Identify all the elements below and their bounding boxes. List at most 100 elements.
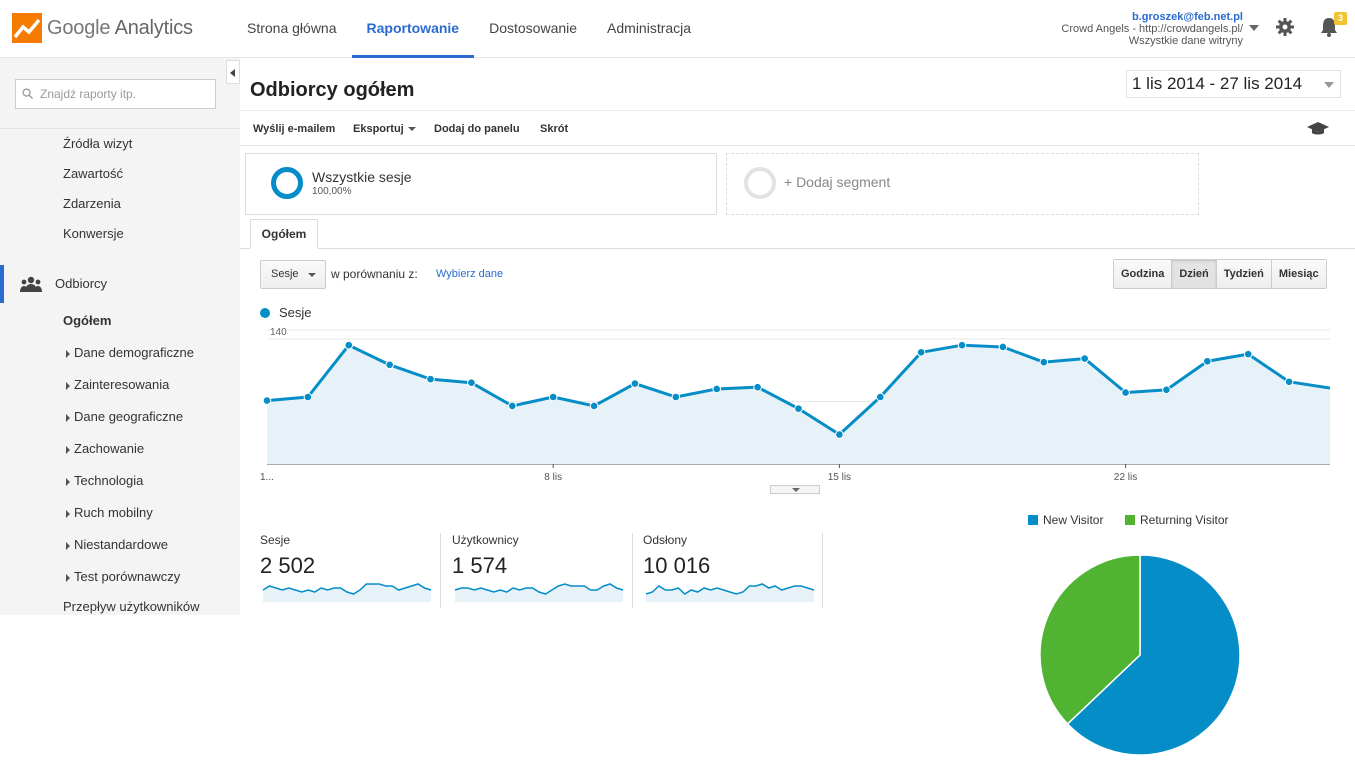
- scorecard-pageviews[interactable]: Odsłony 10 016: [643, 533, 823, 608]
- sidebar-item-demographics[interactable]: Dane demograficzne: [66, 345, 194, 360]
- report-search-input[interactable]: Znajdź raporty itp.: [15, 79, 216, 109]
- date-range-picker[interactable]: 1 lis 2014 - 27 lis 2014: [1126, 70, 1341, 98]
- pie-legend-label-new: New Visitor: [1043, 513, 1104, 527]
- account-property: Crowd Angels - http://crowdangels.pl/: [1061, 23, 1243, 35]
- add-to-dashboard-button[interactable]: Dodaj do panelu: [434, 123, 520, 135]
- visitor-type-pie-chart[interactable]: [1030, 545, 1250, 765]
- nav-reporting[interactable]: Raportowanie: [351, 0, 475, 58]
- sidebar-item-users-flow[interactable]: Przepływ użytkowników: [63, 599, 200, 614]
- scorecard-sessions-label: Sesje: [260, 533, 291, 547]
- sparkline-line: [454, 583, 624, 595]
- sparkline-area: [646, 584, 814, 602]
- pie-legend-returning: Returning Visitor: [1125, 513, 1229, 527]
- chevron-down-icon: [1324, 82, 1334, 88]
- sidebar-item-events[interactable]: Zdarzenia: [63, 196, 121, 211]
- data-point: [998, 342, 1008, 352]
- segment-ring-icon: [271, 167, 303, 199]
- data-point: [1080, 354, 1089, 363]
- account-email: b.groszek@feb.net.pl: [1132, 11, 1243, 23]
- sidebar-item-behavior[interactable]: Zachowanie: [66, 441, 144, 456]
- logo-analytics-text: Analytics: [114, 16, 193, 39]
- scorecard-users-label: Użytkownicy: [452, 533, 519, 547]
- chevron-down-icon: [308, 273, 316, 277]
- pie-legend-new: New Visitor: [1028, 513, 1103, 527]
- data-point: [303, 392, 313, 402]
- select-metric-link[interactable]: Wybierz dane: [436, 268, 504, 280]
- account-view: Wszystkie dane witryny: [1128, 35, 1243, 47]
- data-point: [630, 379, 640, 388]
- add-segment-button[interactable]: + Dodaj segment: [726, 153, 1199, 215]
- account-dropdown-arrow-icon[interactable]: [1249, 25, 1259, 31]
- notification-bell-icon[interactable]: [1319, 16, 1339, 38]
- data-point: [916, 348, 926, 357]
- sidebar-item-audience[interactable]: Odbiorcy: [0, 265, 240, 303]
- sidebar-item-content[interactable]: Zawartość: [63, 166, 123, 181]
- data-point: [548, 392, 558, 402]
- nav-admin[interactable]: Administracja: [607, 20, 692, 36]
- sidebar-item-mobile[interactable]: Ruch mobilny: [66, 505, 153, 520]
- metric-select[interactable]: Sesje: [260, 260, 326, 289]
- granularity-hour-button[interactable]: Godzina: [1114, 260, 1172, 288]
- data-point: [1162, 385, 1171, 395]
- sparkline-area: [455, 584, 623, 602]
- sidebar-item-acquisition[interactable]: Źródła wizyt: [63, 136, 133, 151]
- data-point: [1284, 377, 1294, 387]
- scorecard-users[interactable]: Użytkownicy 1 574: [452, 533, 632, 608]
- data-point: [875, 392, 885, 402]
- email-button[interactable]: Wyślij e-mailem: [253, 123, 336, 135]
- sidebar-item-benchmarking[interactable]: Test porównawczy: [66, 569, 180, 584]
- granularity-month-button[interactable]: Miesiąc: [1270, 260, 1326, 288]
- export-label: Eksportuj: [353, 123, 404, 135]
- scorecard-sessions[interactable]: Sesje 2 502: [260, 533, 440, 608]
- data-point: [794, 404, 803, 413]
- users-sparkline: [454, 583, 624, 602]
- data-point: [1203, 356, 1212, 366]
- nav-customization[interactable]: Dostosowanie: [489, 20, 578, 36]
- granularity-day-button[interactable]: Dzień: [1171, 260, 1216, 288]
- page-title: Odbiorcy ogółem: [250, 79, 415, 101]
- sidebar-item-geo[interactable]: Dane geograficzne: [66, 409, 183, 424]
- sidebar-item-conversions[interactable]: Konwersje: [63, 226, 124, 241]
- segment-name: Wszystkie sesje: [312, 169, 412, 185]
- chart-legend-dot: [260, 308, 270, 318]
- chart-resize-handle[interactable]: [770, 485, 820, 494]
- sidebar-item-technology[interactable]: Technologia: [66, 473, 143, 488]
- chart-legend-label: Sesje: [279, 305, 312, 320]
- data-point: [1039, 357, 1049, 367]
- graduation-cap-icon[interactable]: [1307, 121, 1329, 137]
- export-caret-icon: [407, 127, 416, 132]
- data-point: [385, 360, 394, 370]
- segment-all-sessions[interactable]: Wszystkie sesje 100,00%: [245, 153, 717, 215]
- shortcut-button[interactable]: Skrót: [540, 123, 569, 135]
- pie-legend-swatch-new: [1028, 515, 1038, 525]
- data-point: [957, 340, 967, 350]
- data-point: [753, 382, 762, 392]
- tab-overview[interactable]: Ogółem: [250, 219, 318, 249]
- sidebar-item-interests[interactable]: Zainteresowania: [66, 377, 169, 392]
- add-segment-label: + Dodaj segment: [784, 174, 891, 190]
- series-area-sesje: [267, 345, 1330, 464]
- sidebar-collapse-button[interactable]: [226, 60, 240, 84]
- compare-label: w porównaniu z:: [331, 267, 418, 281]
- data-point: [1121, 388, 1130, 397]
- report-main: Odbiorcy ogółem 1 lis 2014 - 27 lis 2014…: [240, 58, 1355, 756]
- scorecard-divider: [440, 533, 441, 608]
- google-analytics-logo[interactable]: Google Analytics: [12, 13, 193, 43]
- sidebar: Znajdź raporty itp. Źródła wizyt Zawarto…: [0, 58, 240, 615]
- sidebar-item-custom[interactable]: Niestandardowe: [66, 537, 168, 552]
- settings-gear-icon[interactable]: [1275, 17, 1295, 37]
- account-selector[interactable]: b.groszek@feb.net.pl Crowd Angels - http…: [1061, 11, 1243, 47]
- active-section-indicator: [0, 265, 4, 303]
- data-point: [426, 374, 435, 384]
- audience-people-icon: [20, 276, 42, 292]
- scorecard-sessions-value: 2 502: [260, 553, 316, 578]
- notification-count-badge: 3: [1334, 12, 1347, 25]
- export-button[interactable]: Eksportuj: [353, 123, 416, 135]
- data-point: [344, 340, 354, 350]
- granularity-week-button[interactable]: Tydzień: [1215, 260, 1271, 288]
- nav-home[interactable]: Strona główna: [247, 20, 337, 36]
- x-tick-label: 8 lis: [544, 472, 562, 483]
- sidebar-item-overview[interactable]: Ogółem: [63, 313, 112, 328]
- sidebar-item-audience-label: Odbiorcy: [55, 276, 108, 291]
